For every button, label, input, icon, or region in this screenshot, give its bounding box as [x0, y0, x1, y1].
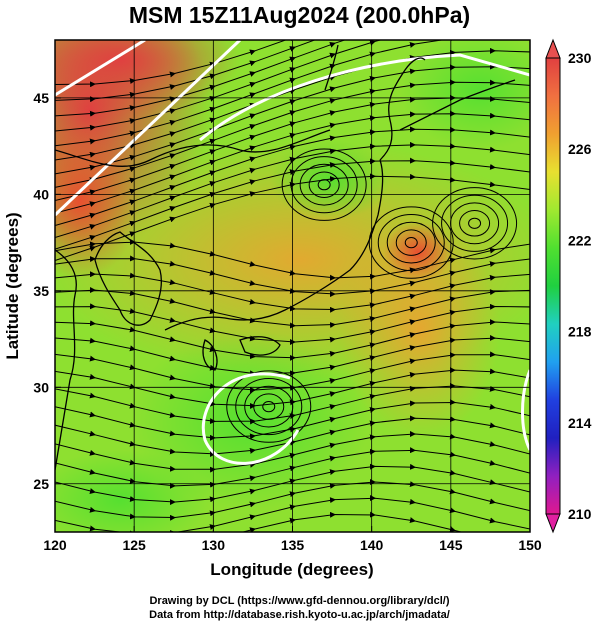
white-contours — [55, 40, 530, 465]
map-grid — [55, 40, 530, 532]
colorbar-label: 218 — [568, 324, 592, 340]
colorbar-label: 210 — [568, 506, 592, 522]
cyclonic-vortex-ring — [395, 229, 427, 256]
vortex-ring — [468, 217, 482, 229]
credit-drawing: Drawing by DCL (https://www.gfd-dennou.o… — [149, 595, 450, 607]
x-axis: 120 125 130 135 140 145 150 — [43, 526, 542, 553]
coastlines — [55, 44, 516, 471]
vortex-ring — [299, 163, 349, 206]
x-tick-label: 140 — [360, 537, 384, 553]
colorbar-label: 226 — [568, 141, 592, 157]
colorbar-label: 222 — [568, 232, 592, 248]
vortex-ring — [317, 179, 331, 191]
cyclonic-vortex-ring — [368, 206, 454, 279]
vortex-ring — [290, 156, 358, 214]
colorbar-min-triangle — [545, 513, 561, 534]
x-tick-label: 130 — [202, 537, 226, 553]
vortex-ring — [308, 171, 340, 198]
x-tick-label: 135 — [281, 537, 305, 553]
y-tick-label: 30 — [33, 379, 49, 395]
anticyclonic-vortex-ring — [235, 378, 303, 436]
y-tick-label: 40 — [33, 186, 49, 202]
shaded-field — [55, 40, 530, 532]
cyclonic-vortex-ring — [404, 236, 418, 249]
y-tick-label: 35 — [33, 283, 49, 299]
vortex-ring — [459, 210, 491, 237]
anticyclonic-vortex-ring — [226, 370, 312, 443]
vortex-ring — [441, 194, 509, 252]
x-tick-label: 125 — [122, 537, 146, 553]
colorbar-body — [545, 57, 561, 515]
cyclonic-vortex-ring — [386, 221, 436, 264]
cyclonic-vortex-ring — [377, 214, 445, 272]
y-tick-label: 45 — [33, 90, 49, 106]
colorbar: 230 226 222 218 214 210 — [545, 38, 592, 534]
y-axis: 25 30 35 40 45 — [33, 90, 61, 492]
anticyclonic-vortex-ring — [253, 393, 285, 420]
colorbar-max-triangle — [545, 38, 561, 59]
credit-data: Data from http://database.rish.kyoto-u.a… — [149, 609, 450, 621]
x-tick-label: 150 — [518, 537, 542, 553]
y-tick-label: 25 — [33, 476, 49, 492]
colorbar-label: 214 — [568, 415, 592, 431]
y-axis-title: Latitude (degrees) — [3, 212, 22, 359]
x-axis-title: Longitude (degrees) — [210, 560, 373, 579]
vortex-ring — [432, 187, 518, 260]
x-tick-label: 120 — [43, 537, 67, 553]
anticyclonic-vortex-ring — [262, 400, 276, 413]
x-tick-label: 145 — [439, 537, 463, 553]
vortex-ring — [281, 148, 367, 221]
map-title: MSM 15Z11Aug2024 (200.0hPa) — [128, 2, 471, 28]
colorbar-label: 230 — [568, 50, 592, 66]
